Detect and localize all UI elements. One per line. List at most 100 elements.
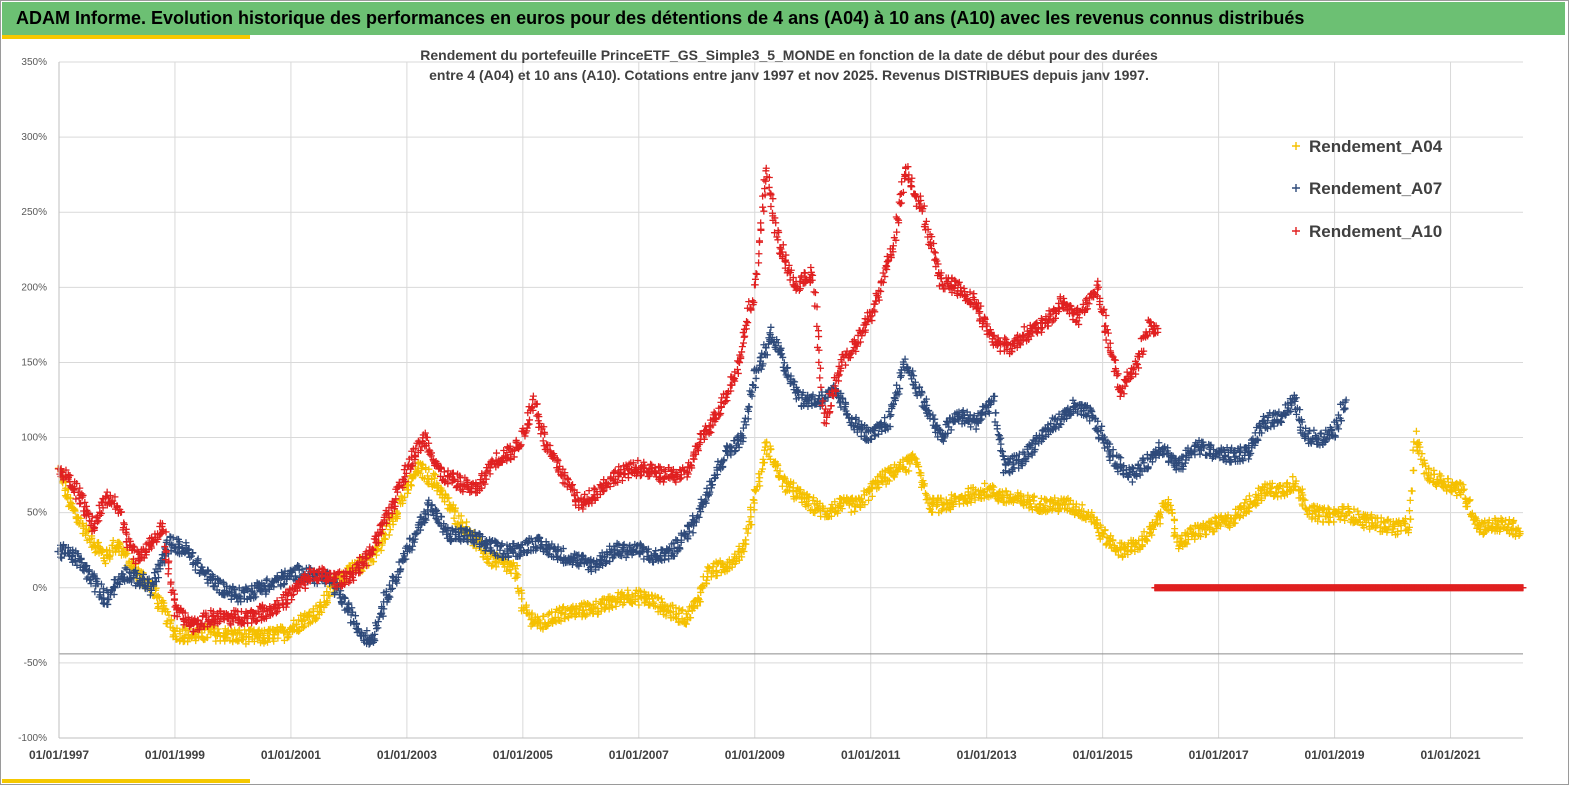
data-point	[312, 614, 320, 622]
header-banner: ADAM Informe. Evolution historique des p…	[2, 2, 1565, 35]
data-point	[285, 633, 293, 641]
grid-lines	[58, 61, 1523, 739]
data-point	[323, 597, 331, 605]
data-point	[1109, 536, 1117, 544]
data-point	[305, 608, 313, 616]
data-point	[906, 460, 914, 468]
data-point	[677, 607, 685, 615]
data-point	[928, 500, 936, 508]
data-point	[592, 597, 600, 605]
data-point	[1124, 551, 1132, 559]
data-point	[149, 579, 157, 587]
data-point	[765, 452, 773, 460]
data-point	[1132, 541, 1140, 549]
data-point	[1072, 500, 1080, 508]
data-point	[235, 592, 243, 600]
data-point	[106, 552, 114, 560]
data-point	[882, 480, 890, 488]
data-point	[1155, 439, 1163, 447]
data-point	[147, 586, 155, 594]
data-point	[1245, 507, 1253, 515]
data-point	[572, 605, 580, 613]
data-point	[1407, 487, 1415, 495]
data-point	[488, 562, 496, 570]
data-point	[861, 501, 869, 509]
data-point	[1205, 524, 1213, 532]
data-point	[183, 626, 191, 634]
data-point	[122, 548, 130, 556]
data-point	[827, 512, 835, 520]
data-point	[1412, 427, 1420, 435]
data-point	[1448, 488, 1456, 496]
data-point	[877, 477, 885, 485]
data-point	[773, 460, 781, 468]
data-point	[637, 587, 645, 595]
data-point	[57, 553, 65, 561]
data-point	[905, 467, 913, 475]
data-point	[171, 545, 179, 553]
data-point	[797, 486, 805, 494]
data-point	[742, 536, 750, 544]
data-point	[1101, 527, 1109, 535]
data-point	[1216, 522, 1224, 530]
data-point	[1505, 530, 1513, 538]
data-point	[921, 489, 929, 497]
data-point	[919, 477, 927, 485]
data-point	[299, 624, 307, 632]
data-point	[744, 529, 752, 537]
data-point	[430, 470, 438, 478]
data-point	[163, 536, 171, 544]
data-point	[1406, 507, 1413, 515]
data-point	[1254, 484, 1262, 492]
data-point	[1202, 530, 1210, 538]
data-point	[126, 575, 134, 583]
data-point	[401, 493, 409, 501]
data-point	[1245, 492, 1253, 500]
data-point	[1354, 507, 1362, 515]
data-point	[73, 550, 81, 558]
data-point	[1388, 528, 1396, 536]
data-points	[54, 163, 1527, 648]
data-point	[1315, 513, 1323, 521]
series-rendement-a07	[54, 323, 1350, 648]
data-point	[752, 374, 760, 382]
data-point	[140, 582, 148, 590]
data-point	[805, 493, 813, 501]
data-point	[424, 472, 432, 480]
data-point	[1484, 521, 1492, 529]
data-point	[1326, 513, 1334, 521]
data-point	[385, 531, 393, 539]
data-point	[1407, 515, 1415, 523]
data-point	[1226, 523, 1234, 531]
data-point	[1100, 530, 1108, 538]
data-point	[1410, 466, 1418, 474]
data-point	[123, 550, 131, 558]
data-point	[237, 593, 245, 601]
data-point	[431, 474, 439, 482]
data-point	[732, 557, 740, 565]
data-point	[705, 564, 713, 572]
data-point	[1068, 506, 1076, 514]
data-point	[1017, 497, 1025, 505]
data-point	[1268, 479, 1276, 487]
data-point	[776, 467, 784, 475]
data-point	[377, 546, 385, 554]
data-point	[740, 547, 748, 555]
data-point	[110, 583, 118, 591]
data-point	[65, 549, 73, 557]
data-point	[1502, 516, 1510, 524]
data-point	[1128, 546, 1136, 554]
data-point	[601, 604, 609, 612]
data-point	[1346, 508, 1354, 516]
data-point	[1170, 516, 1178, 524]
data-point	[492, 449, 500, 457]
data-point	[1283, 490, 1291, 498]
data-point	[654, 594, 662, 602]
data-point	[164, 608, 172, 616]
data-point	[152, 578, 160, 586]
data-point	[167, 580, 175, 588]
data-point	[575, 609, 583, 617]
data-point	[1421, 459, 1429, 467]
data-point	[1128, 478, 1136, 486]
data-point	[1330, 518, 1338, 526]
